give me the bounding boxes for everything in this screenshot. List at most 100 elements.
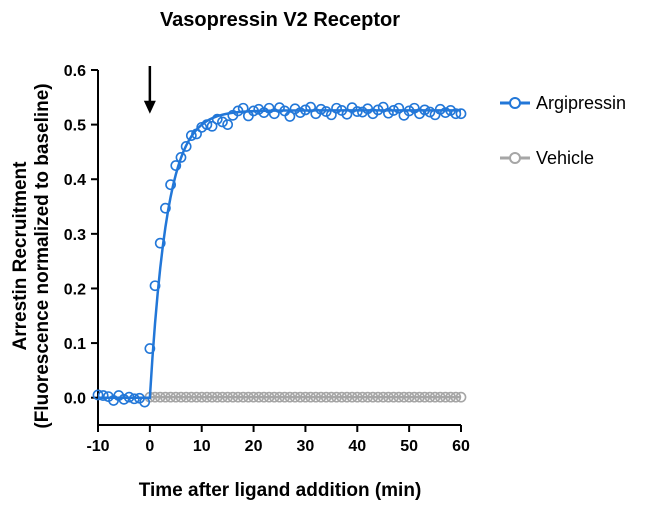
argipressin-data-point bbox=[118, 393, 130, 405]
argipressin-data-point bbox=[325, 109, 337, 121]
legend-item-argipressin: Argipressin bbox=[500, 93, 626, 113]
argipressin-data-point bbox=[331, 102, 342, 114]
series-vehicle bbox=[144, 391, 467, 403]
vehicle-data-point bbox=[258, 391, 270, 403]
y-tick-label: 0.2 bbox=[64, 281, 86, 298]
vehicle-data-point bbox=[248, 391, 259, 403]
vehicle-data-point bbox=[305, 391, 317, 403]
argipressin-fit-line bbox=[98, 109, 461, 399]
vehicle-data-point bbox=[284, 391, 296, 403]
argipressin-data-point bbox=[455, 108, 467, 120]
y-axis-title: Arrestin Recruitment bbox=[10, 161, 31, 351]
argipressin-data-point bbox=[175, 151, 187, 163]
legend: Argipressin Vehicle bbox=[500, 93, 626, 168]
vehicle-data-point bbox=[320, 391, 332, 403]
vehicle-data-point bbox=[196, 391, 208, 403]
vehicle-data-point bbox=[222, 391, 234, 403]
vehicle-data-point bbox=[398, 391, 410, 403]
argipressin-data-point bbox=[341, 108, 353, 120]
arrow-head bbox=[143, 100, 156, 114]
vehicle-data-point bbox=[289, 391, 301, 403]
argipressin-data-point bbox=[294, 107, 306, 118]
argipressin-data-point bbox=[424, 106, 436, 118]
series-argipressin bbox=[92, 101, 467, 408]
argipressin-data-point bbox=[201, 119, 213, 131]
vehicle-data-point bbox=[217, 391, 228, 403]
argipressin-data-point bbox=[211, 113, 223, 125]
x-tick-label: 20 bbox=[245, 438, 263, 455]
y-axis-title-group: Arrestin Recruitment bbox=[10, 161, 31, 351]
legend-marker-argipressin bbox=[509, 97, 521, 109]
vehicle-data-point bbox=[175, 391, 187, 403]
vehicle-data-point bbox=[336, 391, 348, 403]
vehicle-data-point bbox=[440, 391, 451, 403]
vehicle-data-point bbox=[450, 391, 462, 403]
y-tick-label: 0.5 bbox=[64, 118, 86, 135]
argipressin-data-point bbox=[388, 105, 399, 116]
vehicle-data-point bbox=[424, 391, 436, 403]
vehicle-data-point bbox=[331, 391, 342, 403]
argipressin-data-point bbox=[144, 343, 156, 354]
argipressin-data-point bbox=[305, 101, 317, 113]
x-ticks: -10 0 10 20 30 40 50 60 bbox=[86, 425, 470, 455]
vehicle-data-point bbox=[165, 391, 176, 403]
argipressin-data-point bbox=[185, 130, 197, 141]
argipressin-data-point bbox=[97, 390, 109, 401]
legend-item-vehicle: Vehicle bbox=[500, 148, 594, 168]
argipressin-data-point bbox=[300, 104, 311, 116]
y-tick-label: 0.1 bbox=[64, 336, 86, 353]
argipressin-data-point bbox=[170, 160, 182, 171]
vehicle-data-point bbox=[377, 391, 389, 403]
vehicle-data-point bbox=[211, 391, 223, 403]
vehicle-data-point bbox=[242, 391, 254, 403]
vehicle-data-point bbox=[206, 391, 218, 403]
argipressin-data-point bbox=[419, 104, 431, 116]
argipressin-data-point bbox=[372, 104, 384, 116]
argipressin-data-point bbox=[149, 280, 161, 292]
vehicle-data-point bbox=[429, 391, 441, 403]
axes: -10 0 10 20 30 40 50 60 0.0 0.1 0.2 0.3 0.4 0.5 0.6 bbox=[64, 63, 470, 455]
vehicle-data-point bbox=[357, 391, 368, 403]
vehicle-data-point bbox=[268, 391, 280, 403]
argipressin-data-point bbox=[217, 116, 228, 128]
vehicle-data-point bbox=[160, 391, 171, 403]
vehicle-data-point bbox=[232, 391, 244, 403]
vehicle-data-point bbox=[434, 391, 446, 403]
argipressin-data-point bbox=[450, 108, 462, 120]
arrow-annotation bbox=[143, 66, 156, 114]
argipressin-data-point bbox=[393, 102, 405, 114]
x-axis-title: Time after ligand addition (min) bbox=[139, 480, 422, 501]
vehicle-data-point bbox=[294, 391, 306, 403]
vehicle-data-point bbox=[419, 391, 431, 403]
vehicle-data-point bbox=[393, 391, 405, 403]
argipressin-data-point bbox=[206, 120, 218, 132]
vehicle-data-point bbox=[170, 391, 182, 403]
vehicle-data-point bbox=[408, 391, 420, 403]
legend-marker-vehicle bbox=[509, 152, 521, 164]
vehicle-data-point bbox=[154, 391, 166, 403]
vehicle-data-point bbox=[274, 391, 285, 403]
y-tick-label: 0.4 bbox=[64, 172, 86, 189]
argipressin-data-point bbox=[160, 202, 171, 214]
vehicle-data-point bbox=[191, 391, 202, 403]
vehicle-data-point bbox=[325, 391, 337, 403]
argipressin-data-point bbox=[139, 396, 151, 408]
x-tick-label: 60 bbox=[452, 438, 470, 455]
argipressin-data-point bbox=[222, 119, 234, 131]
vehicle-data-point bbox=[185, 391, 197, 403]
argipressin-data-point bbox=[165, 179, 176, 191]
y-tick-label: 0.0 bbox=[64, 391, 86, 408]
argipressin-data-point bbox=[191, 128, 202, 140]
y-ticks: 0.0 0.1 0.2 0.3 0.4 0.5 0.6 bbox=[64, 63, 98, 408]
y-axis-subtitle-group: (Fluorescence normalized to baseline) bbox=[32, 83, 53, 428]
chart-title: Vasopressin V2 Receptor bbox=[160, 9, 400, 31]
x-tick-label: 50 bbox=[400, 438, 418, 455]
vehicle-data-point bbox=[382, 391, 394, 403]
legend-label-argipressin: Argipressin bbox=[536, 93, 626, 113]
x-tick-label: 30 bbox=[297, 438, 315, 455]
argipressin-data-point bbox=[180, 141, 192, 152]
x-tick-label: -10 bbox=[86, 438, 109, 455]
vehicle-data-point bbox=[201, 391, 213, 403]
vehicle-data-point bbox=[346, 391, 358, 403]
